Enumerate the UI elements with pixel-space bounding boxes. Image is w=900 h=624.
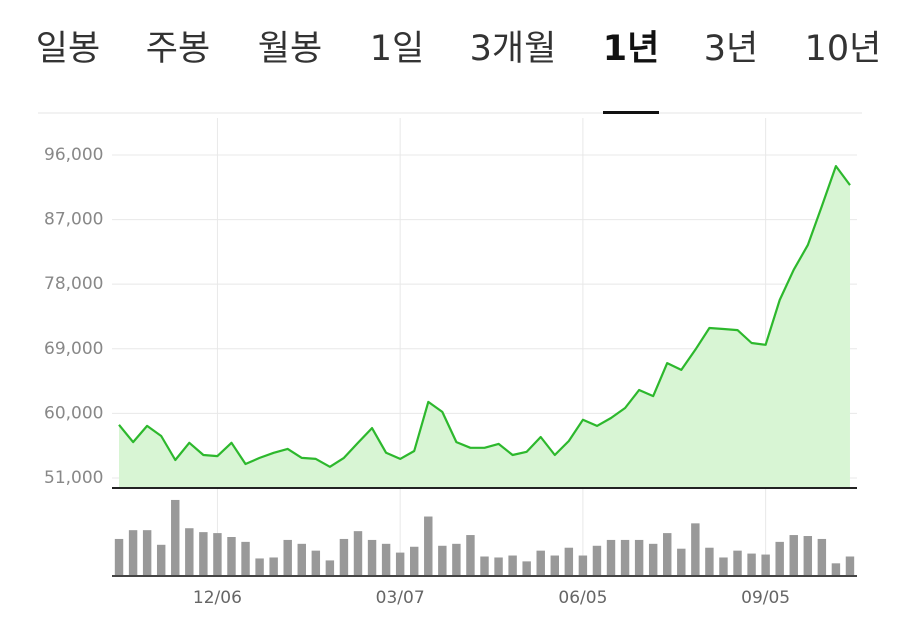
volume-bar — [395, 552, 405, 576]
tab[interactable]: 10년 — [805, 29, 882, 69]
volume-bar — [480, 556, 489, 576]
tab[interactable]: 1일 — [370, 29, 424, 69]
volume-bar — [803, 536, 813, 576]
volume-bar — [297, 543, 306, 576]
volume-bar — [536, 550, 545, 576]
volume-bar — [648, 543, 658, 576]
volume-bar — [156, 544, 166, 576]
volume-bar — [283, 539, 292, 576]
volume-bar — [719, 557, 728, 576]
volume-bar — [213, 533, 222, 576]
y-tick-label: 51,000 — [44, 468, 103, 488]
volume-bar — [789, 535, 798, 576]
volume-bar — [592, 545, 602, 576]
volume-bar — [199, 532, 208, 576]
volume-bar — [564, 547, 574, 576]
volume-bar — [311, 550, 321, 576]
volume-bar — [522, 561, 531, 576]
tab[interactable]: 일봉 — [36, 29, 100, 69]
y-tick-label: 69,000 — [44, 339, 103, 359]
tab[interactable]: 3개월 — [470, 29, 557, 69]
price-line — [118, 165, 851, 468]
volume-bar — [325, 560, 335, 576]
volume-bar — [114, 538, 124, 576]
volume-bar — [831, 563, 841, 576]
volume-bar — [171, 499, 180, 576]
volume-bar — [128, 530, 138, 576]
volume-bar — [424, 516, 433, 576]
volume-bar — [705, 547, 714, 576]
volume-bar — [691, 523, 700, 576]
tab[interactable]: 주봉 — [146, 29, 210, 69]
volume-bar — [185, 528, 194, 576]
volume-bar — [353, 531, 363, 576]
volume-bar — [339, 538, 349, 576]
y-tick-label: 87,000 — [44, 210, 103, 230]
volume-bar — [845, 556, 855, 576]
volume-bar — [620, 539, 630, 576]
tab[interactable]: 1년 — [603, 29, 660, 69]
volume-bar — [663, 533, 672, 576]
area — [119, 166, 850, 488]
x-tick-label: 06/05 — [558, 588, 607, 608]
tab[interactable]: 월봉 — [258, 29, 322, 69]
volume-bar — [550, 555, 559, 576]
volume-bar — [410, 546, 419, 576]
volume-bar — [747, 553, 756, 576]
volume-bar — [578, 555, 588, 576]
volume-bar — [381, 543, 391, 576]
volume-bar — [817, 538, 827, 576]
tab-underline — [603, 111, 659, 114]
volume-bar — [466, 535, 475, 576]
volume-bar — [761, 554, 770, 576]
volume-bar — [634, 539, 644, 576]
volume-bar — [606, 539, 616, 576]
volume-bar — [775, 541, 784, 576]
volume-bar — [438, 545, 447, 576]
x-tick-label: 12/06 — [193, 588, 242, 608]
volume-bar — [255, 558, 264, 576]
x-tick-label: 03/07 — [376, 588, 425, 608]
volume-bar — [677, 548, 686, 576]
volume-bar — [227, 537, 236, 576]
y-tick-label: 60,000 — [44, 403, 103, 423]
volume-bar — [367, 539, 377, 576]
volume-bar — [269, 557, 278, 576]
volume-bar — [452, 543, 461, 576]
y-tick-label: 96,000 — [44, 145, 103, 165]
y-tick-label: 78,000 — [44, 274, 103, 294]
volume-bar — [733, 550, 742, 576]
volume-bar — [494, 557, 503, 576]
x-tick-label: 09/05 — [741, 588, 790, 608]
volume-bar — [142, 530, 152, 576]
volume-bar — [508, 555, 517, 576]
tab[interactable]: 3년 — [704, 29, 758, 69]
volume-bar — [241, 541, 250, 576]
